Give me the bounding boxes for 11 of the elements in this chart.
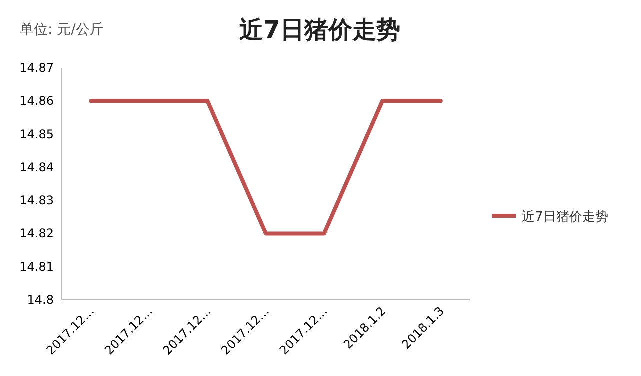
- y-tick-label: 14.83: [20, 194, 54, 208]
- text: 单位: 元/公斤: [20, 22, 104, 38]
- y-tick-label: 14.8: [27, 293, 54, 307]
- y-tick-label: 14.86: [20, 94, 54, 108]
- y-tick-label: 14.87: [20, 61, 54, 75]
- y-tick-label: 14.82: [20, 226, 54, 241]
- chart-title: 近7日猪价走势: [240, 16, 400, 44]
- legend-label: 近7日猪价走势: [522, 210, 608, 225]
- y-tick-label: 14.84: [20, 160, 54, 174]
- y-tick-label: 14.81: [20, 260, 54, 274]
- y-tick-label: 14.85: [20, 127, 54, 142]
